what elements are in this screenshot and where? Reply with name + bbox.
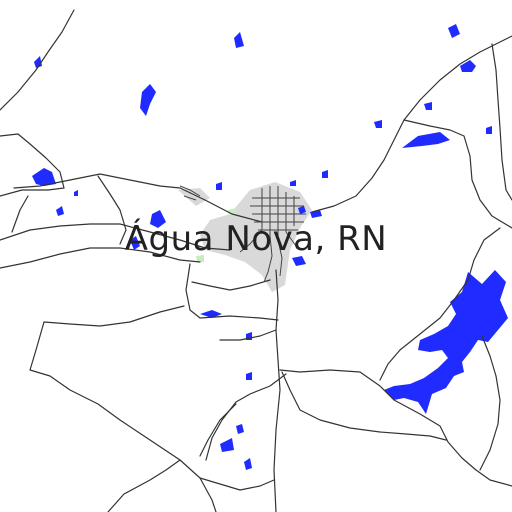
lake xyxy=(140,84,156,116)
lake xyxy=(56,206,64,216)
street xyxy=(250,197,306,231)
road xyxy=(199,403,237,457)
lake xyxy=(244,458,252,470)
road xyxy=(281,371,447,441)
road xyxy=(279,369,512,487)
lake xyxy=(292,256,306,266)
road xyxy=(0,9,75,111)
lake xyxy=(402,132,450,148)
road xyxy=(379,227,501,381)
road xyxy=(29,305,217,512)
lake xyxy=(424,102,432,110)
road xyxy=(0,247,201,269)
street xyxy=(239,229,297,253)
road xyxy=(107,459,181,512)
lake xyxy=(298,206,306,214)
road xyxy=(219,329,277,341)
reservoir-large xyxy=(384,270,508,414)
road xyxy=(13,173,263,223)
lake xyxy=(234,32,244,48)
lake xyxy=(374,120,382,128)
road xyxy=(491,43,512,201)
lake xyxy=(150,210,166,228)
road xyxy=(479,335,501,471)
place-label: Água Nova, RN xyxy=(124,219,388,259)
lake xyxy=(74,190,78,196)
road xyxy=(185,263,279,321)
road xyxy=(199,477,275,491)
green-patch xyxy=(196,255,204,262)
road xyxy=(11,195,29,233)
lake xyxy=(200,310,222,318)
water-bodies xyxy=(32,24,508,470)
lake xyxy=(460,60,476,72)
lake xyxy=(448,24,460,38)
town-streets xyxy=(179,185,306,283)
road xyxy=(97,175,127,245)
lake xyxy=(246,372,252,380)
lake xyxy=(236,424,244,434)
road xyxy=(311,35,512,213)
street xyxy=(179,185,201,201)
lake xyxy=(130,236,140,250)
roads xyxy=(0,9,512,512)
road xyxy=(273,269,281,512)
lake xyxy=(290,180,296,186)
road xyxy=(0,133,65,197)
street xyxy=(263,235,283,283)
lake xyxy=(32,168,56,186)
road xyxy=(0,223,231,251)
lake xyxy=(486,126,492,134)
street xyxy=(261,186,295,240)
urban-patch xyxy=(178,188,210,206)
road xyxy=(403,119,512,229)
road xyxy=(191,279,271,291)
lake xyxy=(216,182,222,190)
lake xyxy=(322,170,328,178)
road xyxy=(205,373,287,461)
lake xyxy=(220,438,234,452)
